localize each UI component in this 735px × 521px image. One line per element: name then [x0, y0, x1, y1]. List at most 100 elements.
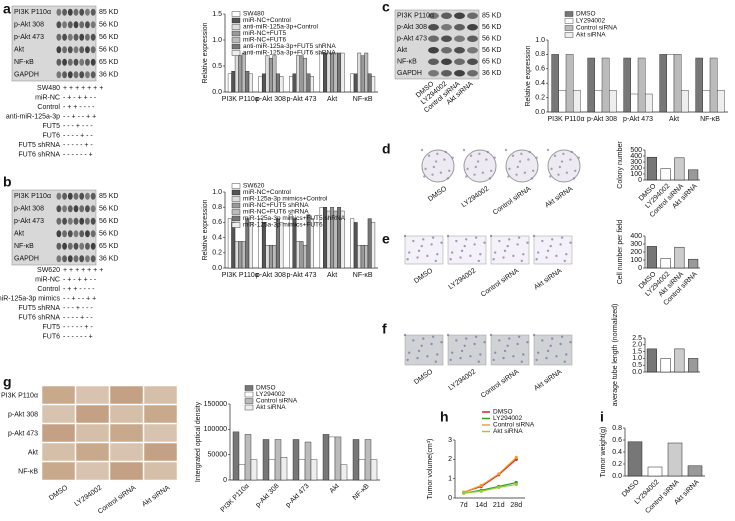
bar [340, 210, 345, 269]
blot-band [79, 46, 85, 54]
x-tick-label: Akt [669, 116, 679, 123]
texture-dot [473, 342, 476, 346]
blot-band [441, 47, 452, 54]
blot-band [62, 217, 67, 225]
blot-band [62, 33, 67, 41]
condition-name: FUT5 [43, 324, 61, 331]
bar [262, 439, 270, 481]
protein-label: NF-κB [14, 243, 34, 250]
texture-dot [502, 256, 505, 259]
lane-label: Akt siRNA [533, 368, 563, 392]
blot-band [62, 21, 67, 29]
plate-image [547, 149, 581, 183]
blot-background [11, 5, 97, 82]
x-tick-label: 14d [475, 502, 487, 509]
texture-dot [512, 355, 515, 358]
legend-swatch [231, 209, 241, 215]
y-tick-label: 300 [630, 159, 642, 166]
texture-dot [532, 333, 536, 337]
texture-dot [412, 239, 415, 243]
blot-band [428, 12, 439, 19]
size-label: 56 KD [482, 47, 501, 54]
legend-label: Akt siRNA [256, 404, 286, 411]
bar [357, 244, 362, 269]
ihc-image [41, 404, 76, 424]
blot-band [73, 33, 79, 41]
texture-dot [563, 259, 566, 263]
lane-label: LY294002 [73, 484, 103, 508]
y-axis-label: Relative expression [525, 45, 532, 106]
texture-dot [520, 360, 523, 363]
bar [238, 464, 246, 481]
plate-image [505, 149, 539, 183]
texture-dot [443, 158, 446, 161]
texture-dot [506, 344, 509, 347]
blot-band [62, 8, 67, 16]
texture-dot [485, 158, 488, 161]
bar [231, 222, 236, 269]
point [479, 489, 483, 493]
texture-dot [545, 356, 548, 360]
bar [241, 52, 246, 93]
panel-letter: i [600, 409, 604, 425]
ihc-image [109, 385, 144, 405]
bar [695, 57, 703, 113]
blot-band [454, 12, 465, 19]
bar [558, 90, 567, 113]
y-tick-label: 0.4 [612, 449, 622, 456]
bar [304, 441, 312, 481]
blot-band [467, 35, 478, 42]
legend-label: miR-NC+FUT5 shRNA [243, 202, 309, 209]
blot-band [467, 70, 478, 77]
legend-swatch [231, 37, 241, 43]
y-tick-label: 400 [630, 233, 642, 240]
blot-band [85, 192, 90, 200]
condition-marks: - + + - - - - [63, 286, 95, 293]
bar [609, 90, 617, 113]
condition-marks: - - - - - - + [63, 151, 93, 158]
blot-band [454, 24, 465, 31]
blot-band [85, 8, 90, 16]
y-axis-label: Colony number [617, 141, 624, 189]
bar [272, 244, 277, 269]
texture-dot [434, 259, 437, 263]
bar [326, 52, 331, 93]
texture-dot [563, 360, 566, 363]
texture-dot [449, 258, 452, 261]
blot-band [67, 33, 73, 41]
bar [227, 218, 232, 269]
bar [565, 54, 574, 113]
y-axis-label: Tumor volume(cm³) [427, 439, 434, 500]
legend-label: anti-miR-125a-3p+Control [243, 24, 319, 31]
x-tick-label: NF-κB [353, 96, 373, 103]
size-label: 56 KD [99, 47, 118, 54]
y-tick-label: 0.2 [212, 250, 222, 257]
blot-band [90, 8, 96, 16]
texture-dot [474, 236, 478, 239]
blot-band [90, 230, 96, 238]
blot-band [73, 217, 79, 225]
texture-dot [526, 341, 529, 344]
bar [688, 358, 699, 373]
condition-name: miR-125a-3p mimics [0, 295, 60, 302]
texture-dot [545, 256, 548, 259]
texture-dot [557, 173, 560, 176]
x-tick-label: p-Akt 308 [256, 272, 286, 279]
x-tick-label: p-Akt 308 [255, 483, 281, 509]
bar [303, 244, 307, 269]
texture-dot [446, 333, 450, 337]
texture-dot [430, 342, 433, 346]
texture-dot [541, 239, 544, 243]
texture-dot [474, 335, 478, 338]
texture-dot [493, 156, 496, 159]
bar [637, 57, 646, 113]
bar [340, 464, 348, 481]
texture-dot [560, 236, 564, 239]
texture-dot [430, 243, 433, 246]
blot-band [67, 58, 73, 66]
blot-band [73, 8, 79, 16]
condition-name: FUT6 [43, 333, 61, 340]
ihc-image [41, 461, 76, 481]
condition-name: anti-miR-125a-3p [6, 113, 60, 120]
